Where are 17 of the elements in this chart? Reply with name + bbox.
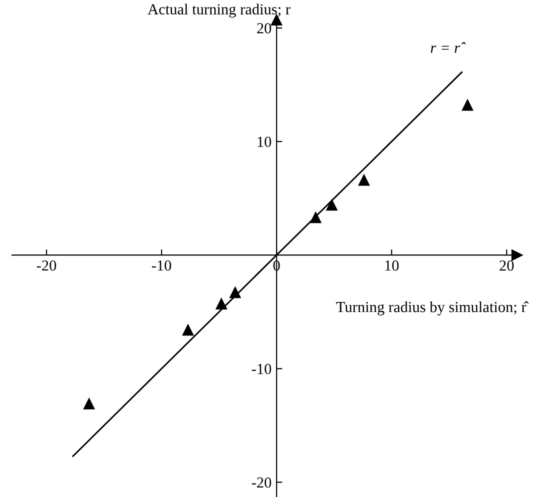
y-tick-label: -10 — [252, 364, 272, 374]
point — [84, 398, 95, 410]
x-tick-label: 20 — [500, 260, 514, 271]
x-axis-title: Turning radius by simulation; r̂ — [336, 301, 529, 316]
x-tick-label: -20 — [36, 260, 56, 271]
point — [358, 174, 370, 186]
y-tick-label: 10 — [258, 136, 272, 147]
y-tick-label: -20 — [252, 477, 272, 488]
y-tick-label: 20 — [257, 23, 272, 34]
point — [216, 298, 227, 310]
point — [462, 100, 474, 111]
annotation: r = r̂ — [430, 42, 466, 53]
x-tick-label: 10 — [385, 260, 399, 271]
point — [182, 324, 194, 336]
x-tick-label: -10 — [152, 260, 172, 271]
point — [326, 200, 338, 211]
y-axis-title: Actual turning radius; r — [148, 4, 290, 18]
